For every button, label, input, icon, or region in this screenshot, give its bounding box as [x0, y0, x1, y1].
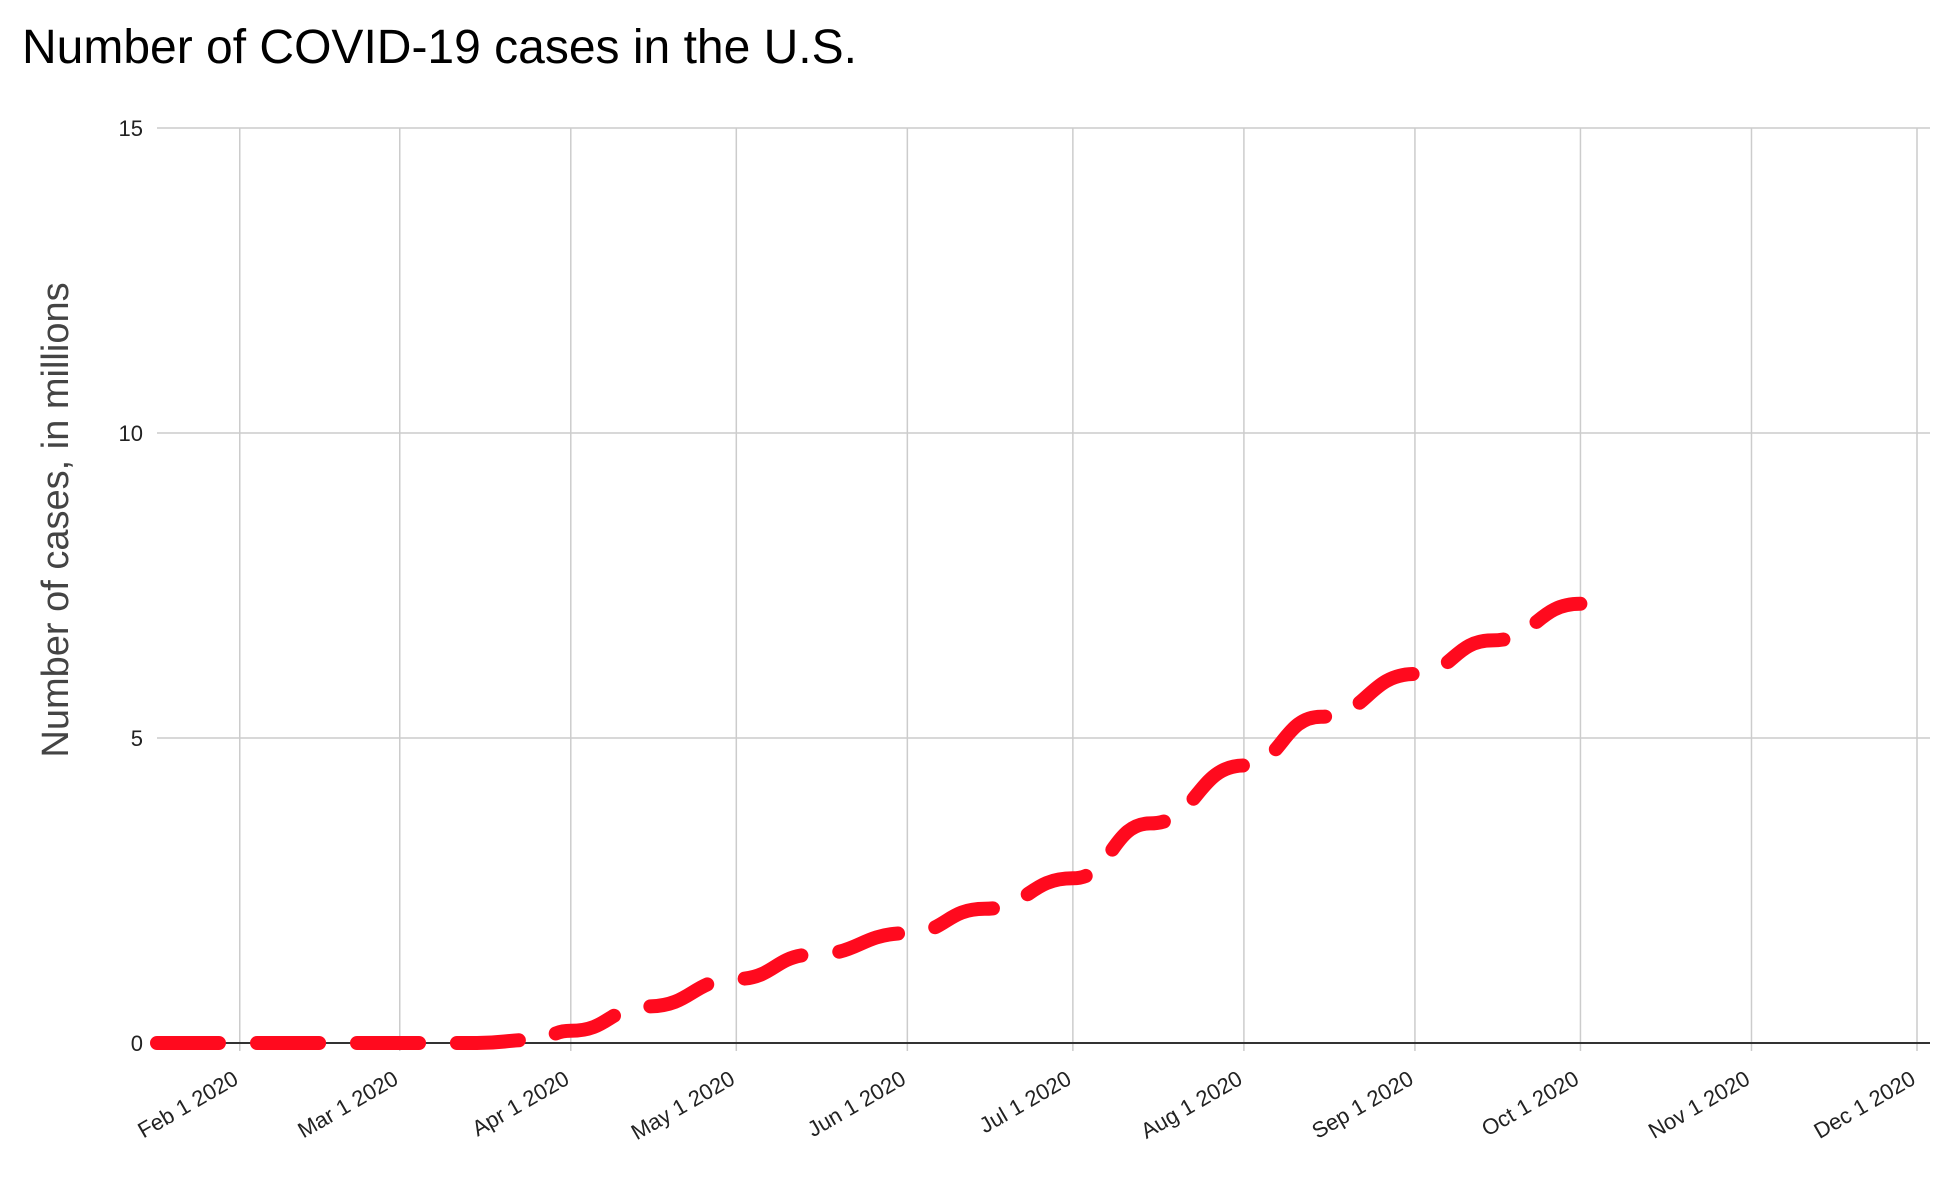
series-layer	[150, 596, 1588, 1051]
x-tick-label: Dec 1 2020	[1810, 1066, 1920, 1144]
y-tick-label: 10	[119, 421, 143, 446]
x-tick-label: Mar 1 2020	[293, 1066, 402, 1143]
y-tick-label: 0	[131, 1031, 143, 1056]
x-tick-label: Oct 1 2020	[1477, 1066, 1583, 1141]
x-tick-label: Aug 1 2020	[1136, 1066, 1246, 1144]
gridlines	[157, 127, 1930, 1051]
x-tick-label: Jun 1 2020	[803, 1066, 910, 1142]
y-axis-label: Number of cases, in millions	[35, 282, 77, 757]
x-tick-label: Nov 1 2020	[1644, 1066, 1754, 1144]
tick-labels: 0 5 10 15 Feb 1 2020 Mar 1 2020 Apr 1 2020 May …	[119, 116, 1920, 1145]
y-tick-label: 15	[119, 116, 143, 141]
x-tick-label: Sep 1 2020	[1307, 1066, 1417, 1144]
x-tick-label: Jul 1 2020	[975, 1066, 1075, 1138]
x-tick-label: Feb 1 2020	[133, 1066, 242, 1143]
y-tick-label: 5	[131, 726, 143, 751]
series-line-0	[150, 596, 1588, 1051]
x-tick-label: May 1 2020	[627, 1066, 739, 1145]
x-tick-label: Apr 1 2020	[468, 1066, 574, 1141]
chart-title: Number of COVID-19 cases in the U.S.	[22, 21, 857, 74]
